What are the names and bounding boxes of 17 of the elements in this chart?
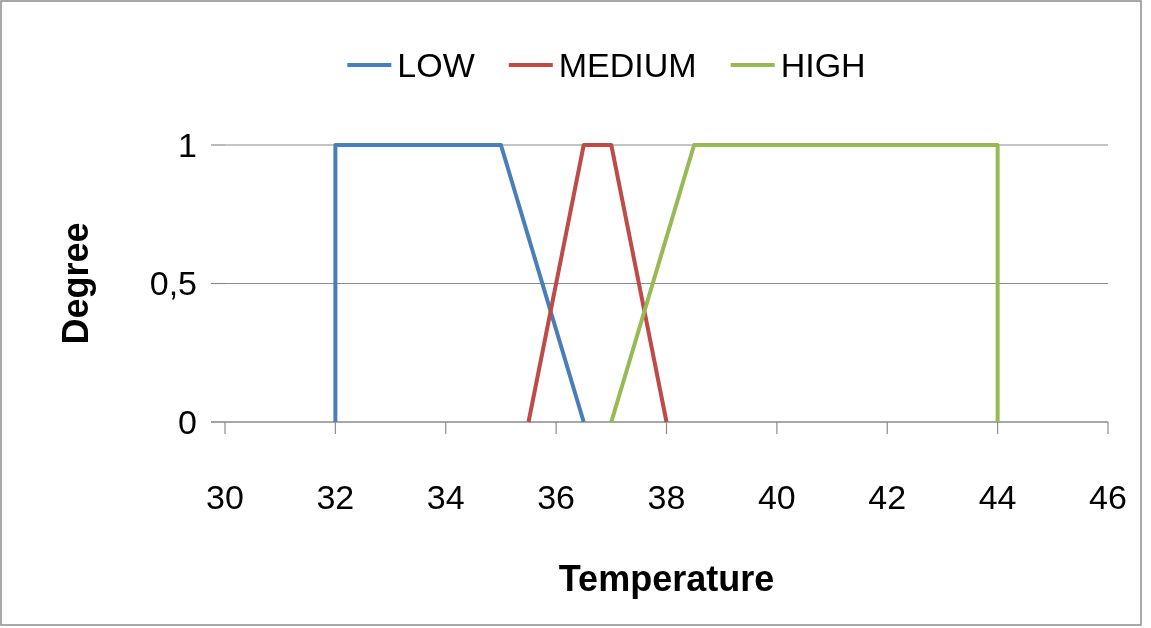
x-tick-label: 46 <box>1089 477 1127 516</box>
x-tick-label: 40 <box>757 477 796 516</box>
x-tick-label: 44 <box>978 477 1017 516</box>
y-tick-label: 0 <box>178 402 197 441</box>
x-tick-label: 38 <box>647 477 686 516</box>
x-tick-label: 34 <box>426 477 465 516</box>
x-tick-label: 30 <box>206 477 244 516</box>
y-tick-label: 1 <box>178 125 197 164</box>
legend-label: MEDIUM <box>558 45 697 84</box>
legend-label: HIGH <box>780 45 866 84</box>
x-axis-title: Temperature <box>558 557 775 599</box>
x-tick-label: 42 <box>868 477 907 516</box>
x-tick-label: 36 <box>537 477 576 516</box>
y-axis-title: Degree <box>54 222 96 345</box>
legend-label: LOW <box>397 45 475 84</box>
x-tick-label: 32 <box>316 477 355 516</box>
y-tick-label: 0,5 <box>149 264 197 303</box>
